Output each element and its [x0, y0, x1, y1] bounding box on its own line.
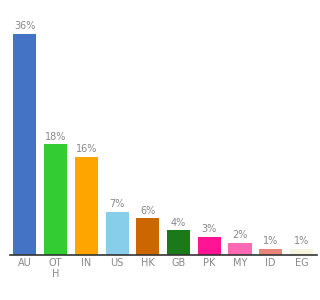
Bar [198, 236, 221, 255]
Text: 16%: 16% [76, 144, 97, 154]
Bar [228, 243, 252, 255]
Bar [44, 144, 67, 255]
Text: 1%: 1% [263, 236, 278, 246]
Text: 7%: 7% [109, 200, 125, 209]
Bar [290, 249, 313, 255]
Bar [259, 249, 282, 255]
Text: 4%: 4% [171, 218, 186, 228]
Text: 3%: 3% [202, 224, 217, 234]
Text: 6%: 6% [140, 206, 156, 216]
Text: 1%: 1% [294, 236, 309, 246]
Bar [167, 230, 190, 255]
Text: 18%: 18% [45, 132, 66, 142]
Bar [106, 212, 129, 255]
Bar [75, 157, 98, 255]
Text: 2%: 2% [232, 230, 248, 240]
Bar [13, 34, 36, 255]
Bar [136, 218, 159, 255]
Text: 36%: 36% [14, 21, 36, 31]
